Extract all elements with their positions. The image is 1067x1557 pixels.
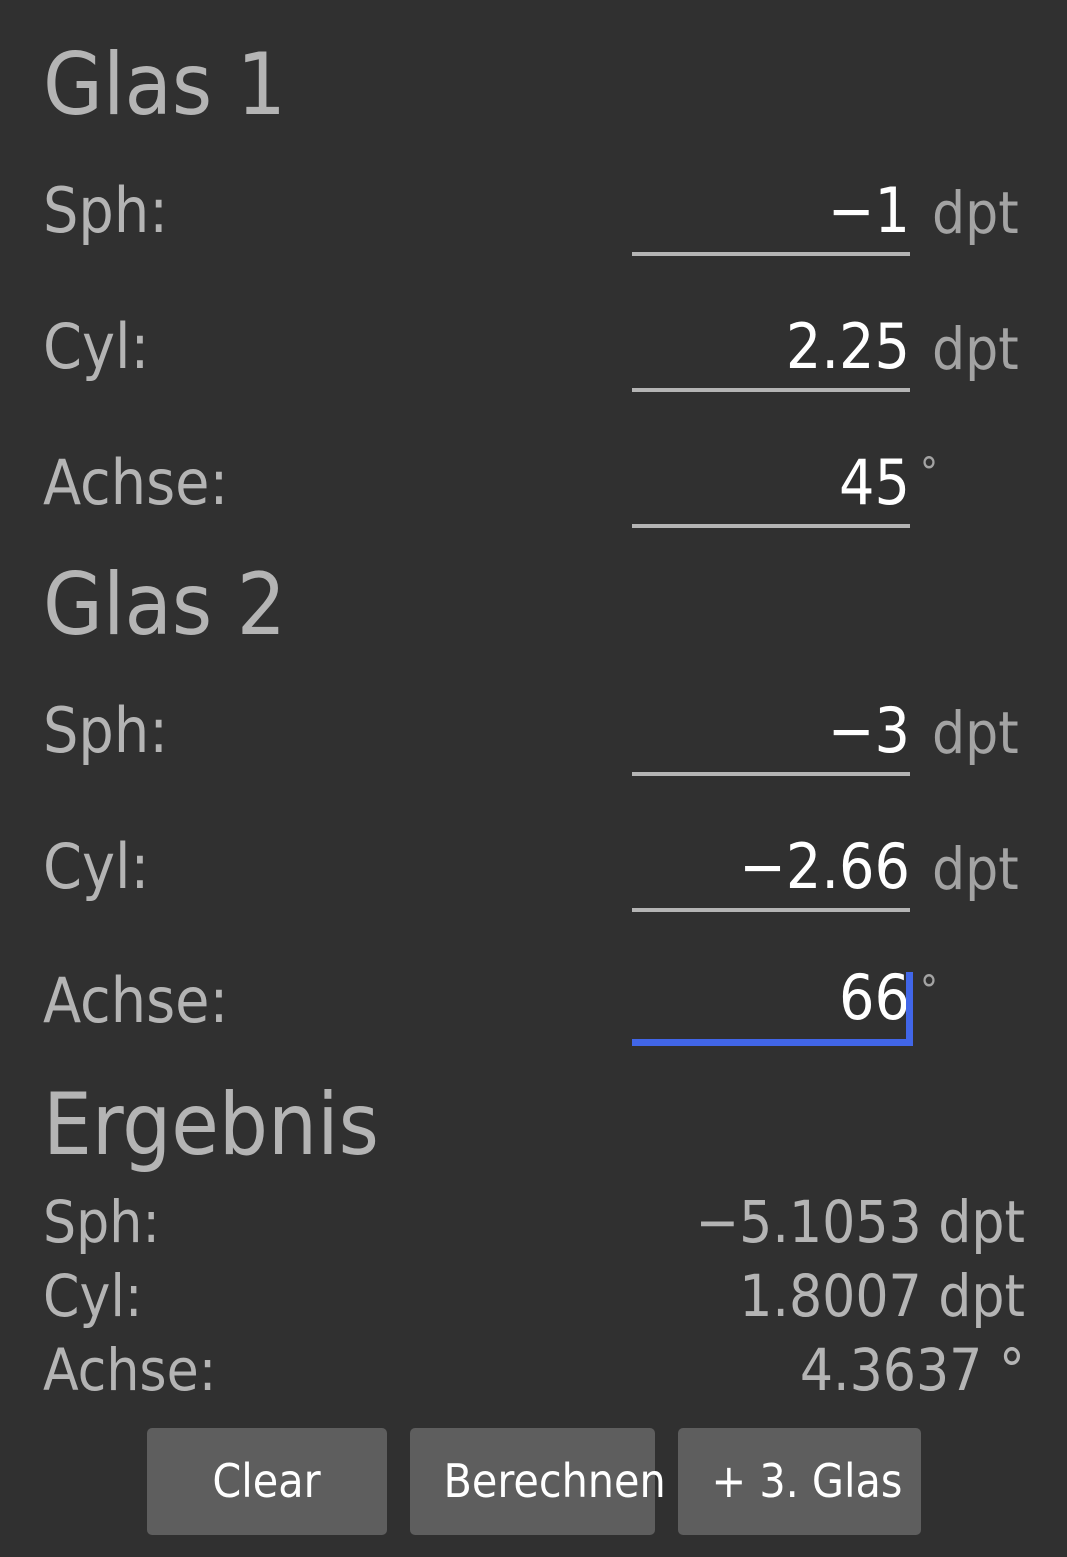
field-row-glas2-cyl: Cyl: −2.66 dpt (0, 818, 1067, 938)
section-title-glas2: Glas 2 (43, 555, 286, 655)
field-row-glas1-sph: Sph: −1 dpt (0, 162, 1067, 282)
section-title-glas1: Glas 1 (43, 35, 286, 135)
field-row-glas1-cyl: Cyl: 2.25 dpt (0, 298, 1067, 418)
input-glas1-achse[interactable]: 45 (632, 440, 910, 528)
field-row-glas2-sph: Sph: −3 dpt (0, 682, 1067, 802)
input-value-glas1-cyl: 2.25 (785, 310, 910, 383)
field-label-glas2-sph: Sph: (43, 694, 168, 767)
unit-label-glas2-cyl: dpt (932, 835, 1019, 903)
input-value-glas1-achse: 45 (839, 446, 910, 519)
field-label-glas1-sph: Sph: (43, 174, 168, 247)
button-bar: Clear Berechnen + 3. Glas (0, 1428, 1067, 1540)
input-glas2-sph[interactable]: −3 (632, 688, 910, 776)
result-row-sph: Sph: −5.1053 dpt (0, 1186, 1067, 1260)
section-title-ergebnis: Ergebnis (43, 1075, 379, 1175)
unit-label-glas1-sph: dpt (932, 179, 1019, 247)
result-value-achse: 4.3637 ° (799, 1336, 1025, 1404)
input-value-glas2-achse: 66 (839, 961, 910, 1034)
result-value-cyl: 1.8007 dpt (739, 1262, 1025, 1330)
result-label-achse: Achse: (43, 1336, 217, 1404)
field-row-glas2-achse: Achse: 66 ° (0, 952, 1067, 1072)
unit-label-glas1-achse: ° (920, 450, 938, 496)
field-label-glas2-achse: Achse: (43, 964, 229, 1037)
field-row-glas1-achse: Achse: 45 ° (0, 434, 1067, 554)
input-glas1-sph[interactable]: −1 (632, 168, 910, 256)
input-glas2-achse[interactable]: 66 (632, 958, 913, 1046)
result-value-sph: −5.1053 dpt (695, 1188, 1025, 1256)
result-label-cyl: Cyl: (43, 1262, 143, 1330)
field-label-glas1-achse: Achse: (43, 446, 229, 519)
unit-label-glas2-achse: ° (920, 968, 938, 1014)
clear-button[interactable]: Clear (146, 1428, 387, 1535)
input-value-glas2-cyl: −2.66 (739, 830, 910, 903)
input-glas2-cyl[interactable]: −2.66 (632, 824, 910, 912)
text-caret (906, 972, 913, 1046)
result-label-sph: Sph: (43, 1188, 160, 1256)
field-label-glas1-cyl: Cyl: (43, 310, 150, 383)
unit-label-glas1-cyl: dpt (932, 315, 1019, 383)
input-value-glas1-sph: −1 (827, 174, 910, 247)
input-value-glas2-sph: −3 (827, 694, 910, 767)
result-row-cyl: Cyl: 1.8007 dpt (0, 1260, 1067, 1334)
unit-label-glas2-sph: dpt (932, 699, 1019, 767)
input-glas1-cyl[interactable]: 2.25 (632, 304, 910, 392)
field-label-glas2-cyl: Cyl: (43, 830, 150, 903)
calculate-button[interactable]: Berechnen (409, 1428, 666, 1535)
result-row-achse: Achse: 4.3637 ° (0, 1334, 1067, 1408)
add-third-glass-button[interactable]: + 3. Glas (677, 1428, 921, 1535)
